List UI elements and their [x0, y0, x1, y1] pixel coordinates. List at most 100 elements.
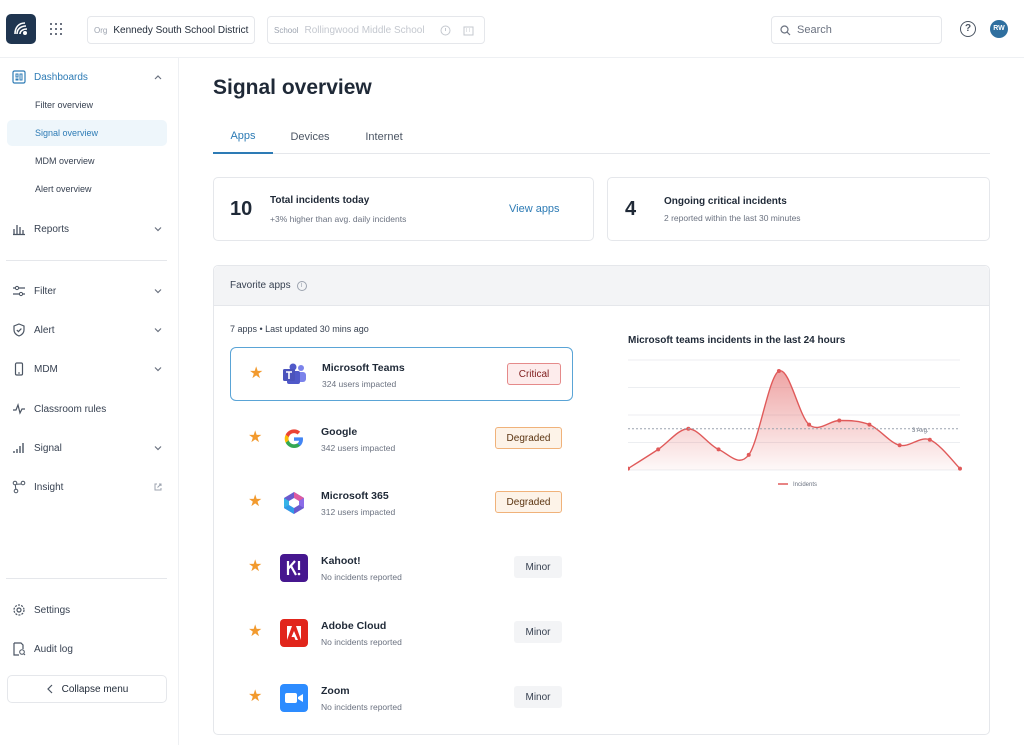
- tab-internet[interactable]: Internet: [365, 131, 403, 143]
- microsoft-365-logo-icon: [280, 489, 308, 517]
- sidebar-subitem-alert-overview[interactable]: Alert overview: [35, 184, 92, 194]
- sidebar-subitem-signal-overview[interactable]: Signal overview: [7, 120, 167, 146]
- favorite-apps-panel: Favorite apps i 7 apps • Last updated 30…: [213, 265, 990, 735]
- app-row-microsoft-teams[interactable]: ★ Microsoft Teams 324 users impacted Cri…: [230, 347, 573, 401]
- data-point: [656, 447, 661, 452]
- info-icon[interactable]: i: [296, 280, 307, 291]
- sidebar-item-mdm[interactable]: MDM: [12, 356, 167, 382]
- data-point: [867, 422, 872, 427]
- sidebar-item-label: Settings: [34, 604, 71, 616]
- tab-bar: Apps Devices Internet: [213, 120, 990, 154]
- tab-apps[interactable]: Apps: [213, 120, 273, 154]
- chart-title: Microsoft teams incidents in the last 24…: [628, 335, 846, 346]
- favorite-star-icon[interactable]: ★: [248, 429, 263, 446]
- avg-label: 3 Avg.: [912, 428, 929, 434]
- app-impact: 324 users impacted: [322, 379, 397, 389]
- activity-icon: [13, 403, 25, 415]
- collapse-menu-button[interactable]: Collapse menu: [7, 675, 167, 703]
- app-logo[interactable]: [6, 14, 36, 44]
- status-badge: Minor: [514, 621, 562, 643]
- data-point: [837, 418, 842, 423]
- sidebar-divider: [6, 260, 167, 261]
- app-name: Microsoft Teams: [322, 362, 405, 374]
- app-impact: No incidents reported: [321, 637, 402, 647]
- app-impact: No incidents reported: [321, 572, 402, 582]
- sliders-icon: [13, 285, 25, 297]
- total-incidents-count: 10: [230, 198, 253, 220]
- app-impact: 312 users impacted: [321, 507, 396, 517]
- data-point: [776, 369, 781, 373]
- chevron-down-icon: [154, 328, 162, 333]
- favorite-star-icon[interactable]: ★: [248, 688, 263, 705]
- sidebar-item-classroom-rules[interactable]: Classroom rules: [12, 396, 167, 422]
- org-value: Kennedy South School District: [113, 24, 249, 36]
- app-row-zoom[interactable]: ★ Zoom No incidents reported Minor: [230, 671, 573, 725]
- chevron-down-icon: [154, 227, 162, 232]
- school-selector[interactable]: School Rollingwood Middle School: [267, 16, 485, 44]
- external-link-icon: [154, 483, 162, 491]
- app-row-kahoot[interactable]: ★ Kahoot! No incidents reported Minor: [230, 541, 573, 595]
- sidebar-item-signal[interactable]: Signal: [12, 435, 167, 461]
- adobe-logo-icon: [280, 619, 308, 647]
- incidents-chart: Microsoft teams incidents in the last 24…: [628, 326, 968, 506]
- sidebar-item-alert[interactable]: Alert: [12, 317, 167, 343]
- sidebar-item-label: Insight: [34, 481, 64, 493]
- status-badge: Critical: [507, 363, 561, 385]
- org-prefix: Org: [94, 25, 108, 35]
- favorite-apps-title: Favorite apps: [230, 280, 291, 291]
- total-incidents-card: 10 Total incidents today +3% higher than…: [213, 177, 594, 241]
- sidebar-item-filter[interactable]: Filter: [12, 278, 167, 304]
- critical-incidents-card: 4 Ongoing critical incidents 2 reported …: [607, 177, 990, 241]
- app-name: Zoom: [321, 685, 350, 697]
- tab-devices[interactable]: Devices: [290, 131, 330, 143]
- incidents-chart-svg: 3 Avg. Incidents: [628, 359, 962, 488]
- school-value: Rollingwood Middle School: [304, 24, 425, 36]
- shield-check-icon: [13, 323, 25, 337]
- building-icon: [463, 26, 474, 35]
- app-row-adobe-cloud[interactable]: ★ Adobe Cloud No incidents reported Mino…: [230, 606, 573, 660]
- critical-incidents-sub: 2 reported within the last 30 minutes: [664, 213, 801, 223]
- app-name: Microsoft 365: [321, 490, 389, 502]
- incidents-area: [628, 370, 960, 470]
- total-incidents-sub: +3% higher than avg. daily incidents: [270, 214, 407, 224]
- favorite-star-icon[interactable]: ★: [249, 365, 264, 382]
- avatar[interactable]: RW: [990, 20, 1008, 38]
- sidebar-item-audit-log[interactable]: Audit log: [12, 636, 167, 662]
- apps-grid-icon[interactable]: [50, 23, 62, 35]
- favorite-star-icon[interactable]: ★: [248, 558, 263, 575]
- collapse-menu-label: Collapse menu: [61, 683, 129, 695]
- favorite-star-icon[interactable]: ★: [248, 623, 263, 640]
- favorite-apps-meta: 7 apps • Last updated 30 mins ago: [230, 324, 369, 334]
- sidebar-subitem-mdm-overview[interactable]: MDM overview: [35, 156, 95, 166]
- insight-nodes-icon: [12, 480, 26, 494]
- chevron-down-icon: [154, 367, 162, 372]
- favorite-apps-header: Favorite apps i: [214, 266, 989, 306]
- sidebar-item-label: Classroom rules: [34, 403, 107, 415]
- data-point: [807, 422, 812, 427]
- sidebar-item-settings[interactable]: Settings: [12, 597, 167, 623]
- sidebar-item-reports[interactable]: Reports: [12, 216, 167, 242]
- sidebar-item-label: Dashboards: [34, 71, 88, 83]
- chevron-up-icon: [154, 75, 162, 80]
- app-name: Google: [321, 426, 358, 438]
- sidebar-subitem-filter-overview[interactable]: Filter overview: [35, 100, 94, 110]
- search-placeholder: Search: [797, 24, 832, 36]
- app-row-google[interactable]: ★ Google 342 users impacted Degraded: [230, 412, 573, 466]
- microsoft-teams-logo-icon: [281, 361, 309, 389]
- app-row-microsoft-365[interactable]: ★ Microsoft 365 312 users impacted Degra…: [230, 476, 573, 530]
- search-box[interactable]: Search: [771, 16, 942, 44]
- help-icon[interactable]: ?: [960, 21, 976, 37]
- zoom-logo-icon: [280, 684, 308, 712]
- org-selector[interactable]: Org Kennedy South School District: [87, 16, 255, 44]
- clear-icon[interactable]: [440, 25, 451, 36]
- data-point: [628, 466, 630, 471]
- legend-label: Incidents: [793, 482, 817, 488]
- kahoot-logo-icon: [280, 554, 308, 582]
- sidebar-item-insight[interactable]: Insight: [12, 474, 167, 500]
- sidebar-item-label: Signal: [34, 442, 62, 454]
- signal-bars-icon: [13, 443, 24, 453]
- dashboard-icon: [12, 70, 26, 84]
- view-apps-link[interactable]: View apps: [509, 203, 560, 215]
- sidebar-item-dashboards[interactable]: Dashboards: [12, 64, 167, 90]
- favorite-star-icon[interactable]: ★: [248, 493, 263, 510]
